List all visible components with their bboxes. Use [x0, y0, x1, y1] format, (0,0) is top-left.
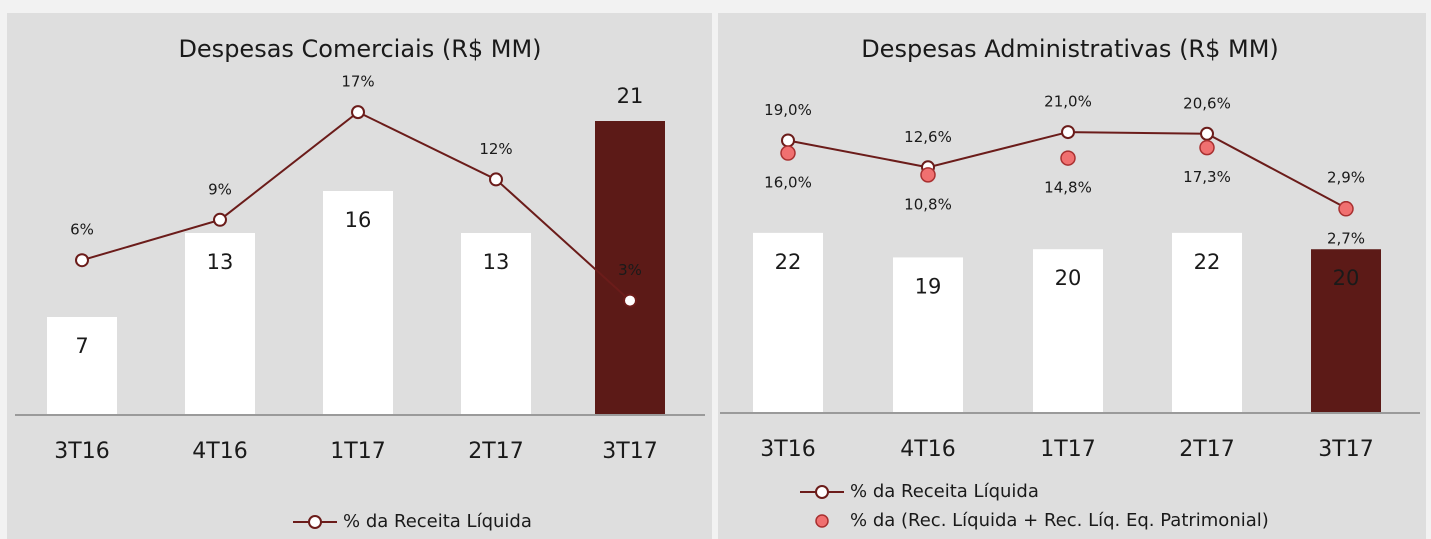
bar-value-label: 7 [75, 334, 88, 358]
bar [753, 232, 823, 413]
point-value-label: 17% [341, 73, 374, 91]
bar-value-label: 16 [345, 208, 372, 232]
legend-label: % da (Rec. Líquida + Rec. Líq. Eq. Patri… [850, 510, 1269, 531]
point-marker [1060, 150, 1076, 166]
point-value-label: 17,3% [1183, 168, 1231, 186]
x-tick-label: 4T16 [900, 437, 955, 462]
chart-title: Despesas Administrativas (R$ MM) [861, 35, 1279, 63]
bar [323, 191, 393, 415]
bar-value-label: 22 [1194, 250, 1221, 274]
bar-value-label: 20 [1055, 266, 1082, 290]
bar [893, 257, 963, 413]
bar [595, 121, 665, 415]
point-value-label: 12% [479, 140, 512, 158]
bar [185, 233, 255, 415]
line-marker [351, 105, 365, 120]
point-value-label: 20,6% [1183, 94, 1231, 112]
bar [1311, 249, 1381, 413]
point-value-label: 2,7% [1327, 229, 1365, 247]
bar [1172, 232, 1242, 413]
point-value-label: 6% [70, 221, 94, 239]
legend-marker [308, 515, 322, 529]
chart-title: Despesas Comerciais (R$ MM) [178, 35, 541, 63]
bar [1033, 249, 1103, 413]
bar-value-label: 19 [915, 274, 942, 298]
bar-value-label: 13 [207, 250, 234, 274]
point-value-label: 21,0% [1044, 93, 1092, 111]
point-value-label: 10,8% [904, 195, 952, 213]
point-marker [920, 167, 936, 183]
x-tick-label: 3T17 [1318, 437, 1373, 462]
x-tick-label: 3T16 [760, 437, 815, 462]
point-marker [1199, 139, 1215, 156]
x-tick-label: 4T16 [192, 439, 247, 464]
point-value-label: 2,9% [1327, 168, 1365, 186]
bar [47, 317, 117, 415]
line-marker [1200, 126, 1214, 141]
x-tick-label: 2T17 [468, 439, 523, 464]
legend-label: % da Receita Líquida [850, 481, 1039, 502]
x-tick-label: 3T16 [54, 439, 109, 464]
point-marker [1338, 201, 1354, 217]
point-value-label: 16,0% [764, 174, 812, 192]
point-value-label: 9% [208, 180, 232, 198]
point-marker [780, 145, 796, 161]
bar-value-label: 13 [483, 250, 510, 274]
legend-marker [815, 485, 829, 499]
point-value-label: 19,0% [764, 101, 812, 119]
line-marker [781, 133, 795, 148]
x-tick-label: 3T17 [602, 439, 657, 464]
line-marker [489, 172, 503, 187]
point-value-label: 14,8% [1044, 179, 1092, 197]
legend-label: % da Receita Líquida [343, 511, 532, 532]
x-tick-label: 1T17 [330, 439, 385, 464]
bar-value-label: 20 [1333, 266, 1360, 290]
legend-marker [815, 514, 829, 528]
bar-value-label: 22 [775, 250, 802, 274]
line-marker [75, 253, 89, 268]
line-marker [213, 212, 227, 227]
bar [461, 233, 531, 415]
line-marker [1061, 125, 1075, 140]
point-value-label: 3% [618, 261, 642, 279]
bar-value-label: 21 [617, 84, 644, 108]
x-tick-label: 1T17 [1040, 437, 1095, 462]
point-value-label: 12,6% [904, 128, 952, 146]
line-marker [623, 293, 637, 308]
x-tick-label: 2T17 [1179, 437, 1234, 462]
